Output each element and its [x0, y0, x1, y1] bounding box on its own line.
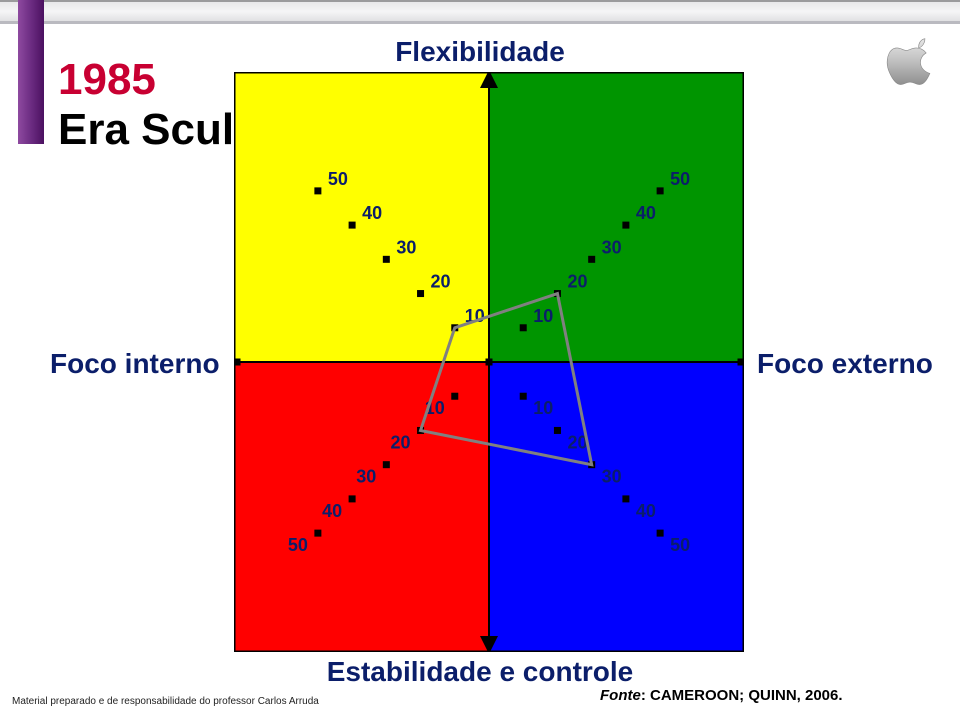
svg-text:10: 10	[533, 306, 553, 326]
axis-label-right: Foco externo	[757, 348, 933, 380]
svg-text:50: 50	[670, 169, 690, 189]
axis-label-bottom: Estabilidade e controle	[0, 656, 960, 688]
svg-text:50: 50	[288, 535, 308, 555]
footer-credit: Material preparado e de responsabilidade…	[12, 696, 319, 707]
svg-text:40: 40	[322, 501, 342, 521]
source-prefix: Fonte	[600, 687, 641, 704]
svg-text:30: 30	[356, 467, 376, 487]
quadrant-chart: 1020304050102030405010203040501020304050	[234, 72, 744, 652]
chart-svg: 1020304050102030405010203040501020304050	[234, 72, 744, 652]
source-citation: Fonte: CAMEROON; QUINN, 2006.	[600, 687, 843, 704]
svg-text:40: 40	[636, 501, 656, 521]
top-band	[0, 0, 960, 24]
top-band-white	[0, 24, 960, 34]
svg-text:20: 20	[567, 272, 587, 292]
svg-text:40: 40	[362, 203, 382, 223]
svg-text:30: 30	[602, 467, 622, 487]
svg-text:30: 30	[602, 237, 622, 257]
axis-label-top: Flexibilidade	[0, 36, 960, 68]
svg-text:10: 10	[533, 398, 553, 418]
axis-label-left: Foco interno	[50, 348, 220, 380]
svg-text:20: 20	[431, 272, 451, 292]
svg-text:40: 40	[636, 203, 656, 223]
svg-text:50: 50	[670, 535, 690, 555]
source-body: : CAMEROON; QUINN, 2006.	[641, 687, 843, 704]
svg-text:20: 20	[391, 432, 411, 452]
svg-text:30: 30	[396, 237, 416, 257]
left-purple-strip	[18, 0, 44, 144]
svg-text:50: 50	[328, 169, 348, 189]
